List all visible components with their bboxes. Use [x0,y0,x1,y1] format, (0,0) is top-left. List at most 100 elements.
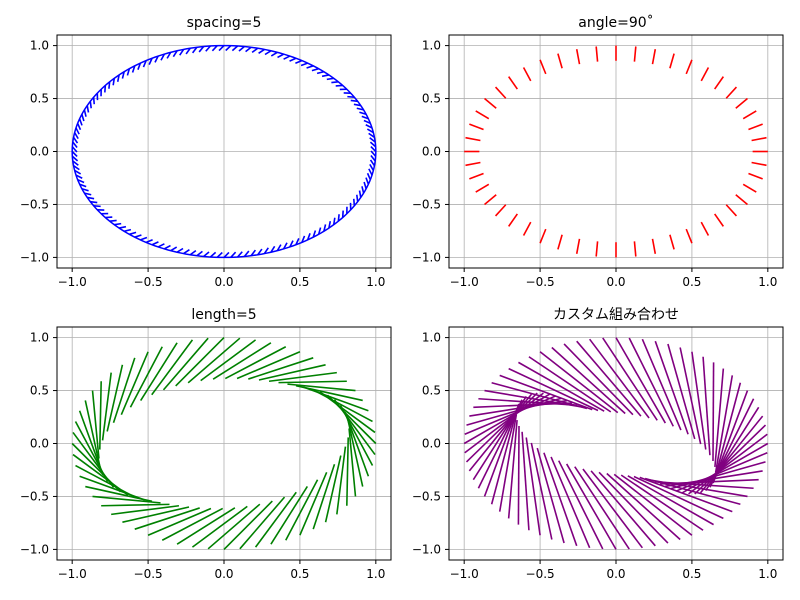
tick-mark [112,78,116,86]
tick-mark [714,213,725,227]
tick-mark [353,103,361,107]
tick-mark [465,392,538,463]
subplot-4: −1.0 −1.0 −0.5 −0.5 0.0 0.0 0.5 0.5 1.0 1.0 カスタム組み… [412,307,784,581]
tick-mark [75,127,80,135]
tick-mark [74,169,82,175]
tick-mark [299,472,328,536]
tick-mark [748,172,763,180]
x-tick-label: 0.5 [682,567,701,581]
tick-mark [289,57,297,62]
subplot-title: spacing=5 [187,15,262,31]
tick-mark [92,97,96,105]
tick-mark [331,81,339,84]
tick-mark [464,392,544,454]
tick-mark [475,110,490,120]
tick-mark [278,380,347,384]
tick-mark [270,245,276,253]
tick-mark [725,86,738,99]
tick-mark [714,382,742,479]
tick-mark [191,505,248,548]
tick-mark [131,65,136,73]
tick-mark [602,337,658,421]
y-tick-label: 0.0 [30,145,49,159]
tick-mark [575,49,581,65]
tick-mark [557,234,563,250]
tick-mark [285,479,319,541]
tick-mark [317,227,322,235]
tick-mark [370,154,376,162]
y-tick-label: −1.0 [412,250,441,264]
tick-mark [365,124,373,129]
tick-mark [129,231,137,236]
x-tick-label: 1.0 [758,567,777,581]
tick-mark [200,339,257,382]
tick-mark [352,198,356,206]
tick-mark [114,222,122,226]
tick-mark [324,455,342,523]
y-tick-label: 1.0 [422,331,441,345]
ellipse-line [71,44,377,259]
tick-mark [606,472,681,541]
tick-mark [224,346,287,380]
tick-mark [248,357,314,380]
tick-mark [641,338,682,431]
tick-mark [582,468,644,549]
y-tick-label: 0.5 [30,92,49,106]
tick-mark [91,390,100,459]
tick-mark [289,240,294,248]
tick-mark [660,478,759,485]
x-tick-label: −1.0 [450,567,479,581]
tick-mark [498,414,518,512]
tick-mark [198,46,205,53]
tick-mark [151,339,194,396]
tick-mark [688,433,768,495]
tick-mark [507,419,518,519]
tick-mark [483,403,520,497]
tick-mark [714,76,725,90]
tick-mark [160,53,166,61]
tick-mark [72,160,79,166]
tick-mark [633,46,637,62]
tick-mark [518,361,605,412]
subplot-1: −1.0 −1.0 −0.5 −0.5 0.0 0.0 0.5 0.5 1.0 1.0 spacin… [20,15,392,289]
tick-mark [282,242,288,250]
tick-mark [370,150,377,157]
tick-mark [311,67,319,72]
x-tick-label: 1.0 [366,275,385,289]
y-tick-label: −0.5 [20,197,49,211]
tick-mark [126,68,131,76]
tick-mark [691,351,707,450]
tick-mark [78,118,83,126]
tick-mark [139,342,178,401]
tick-mark [714,375,734,473]
tick-mark [140,236,148,241]
tick-mark [543,452,578,547]
tick-mark [216,251,223,258]
tick-mark [528,356,612,413]
tick-mark [79,475,145,501]
tick-mark [333,399,376,456]
tick-mark [484,97,497,109]
tick-mark [563,343,634,416]
tick-mark [258,364,326,381]
tick-mark [122,506,190,523]
tick-mark [369,141,377,148]
y-tick-label: −1.0 [20,542,49,556]
tick-mark [120,351,149,415]
tick-mark [700,221,710,236]
tick-mark [613,473,693,536]
tick-mark [536,447,565,544]
tick-mark [366,172,372,180]
tick-mark [517,425,520,525]
tick-mark [109,219,117,222]
tick-mark [508,367,599,412]
tick-mark [212,342,272,380]
x-tick-label: 0.0 [214,275,233,289]
tick-mark [366,128,374,134]
tick-mark [347,419,364,487]
tick-mark [93,205,101,208]
tick-mark [83,109,87,117]
tick-mark [162,337,209,391]
tick-mark [90,200,98,204]
tick-mark [163,244,171,250]
